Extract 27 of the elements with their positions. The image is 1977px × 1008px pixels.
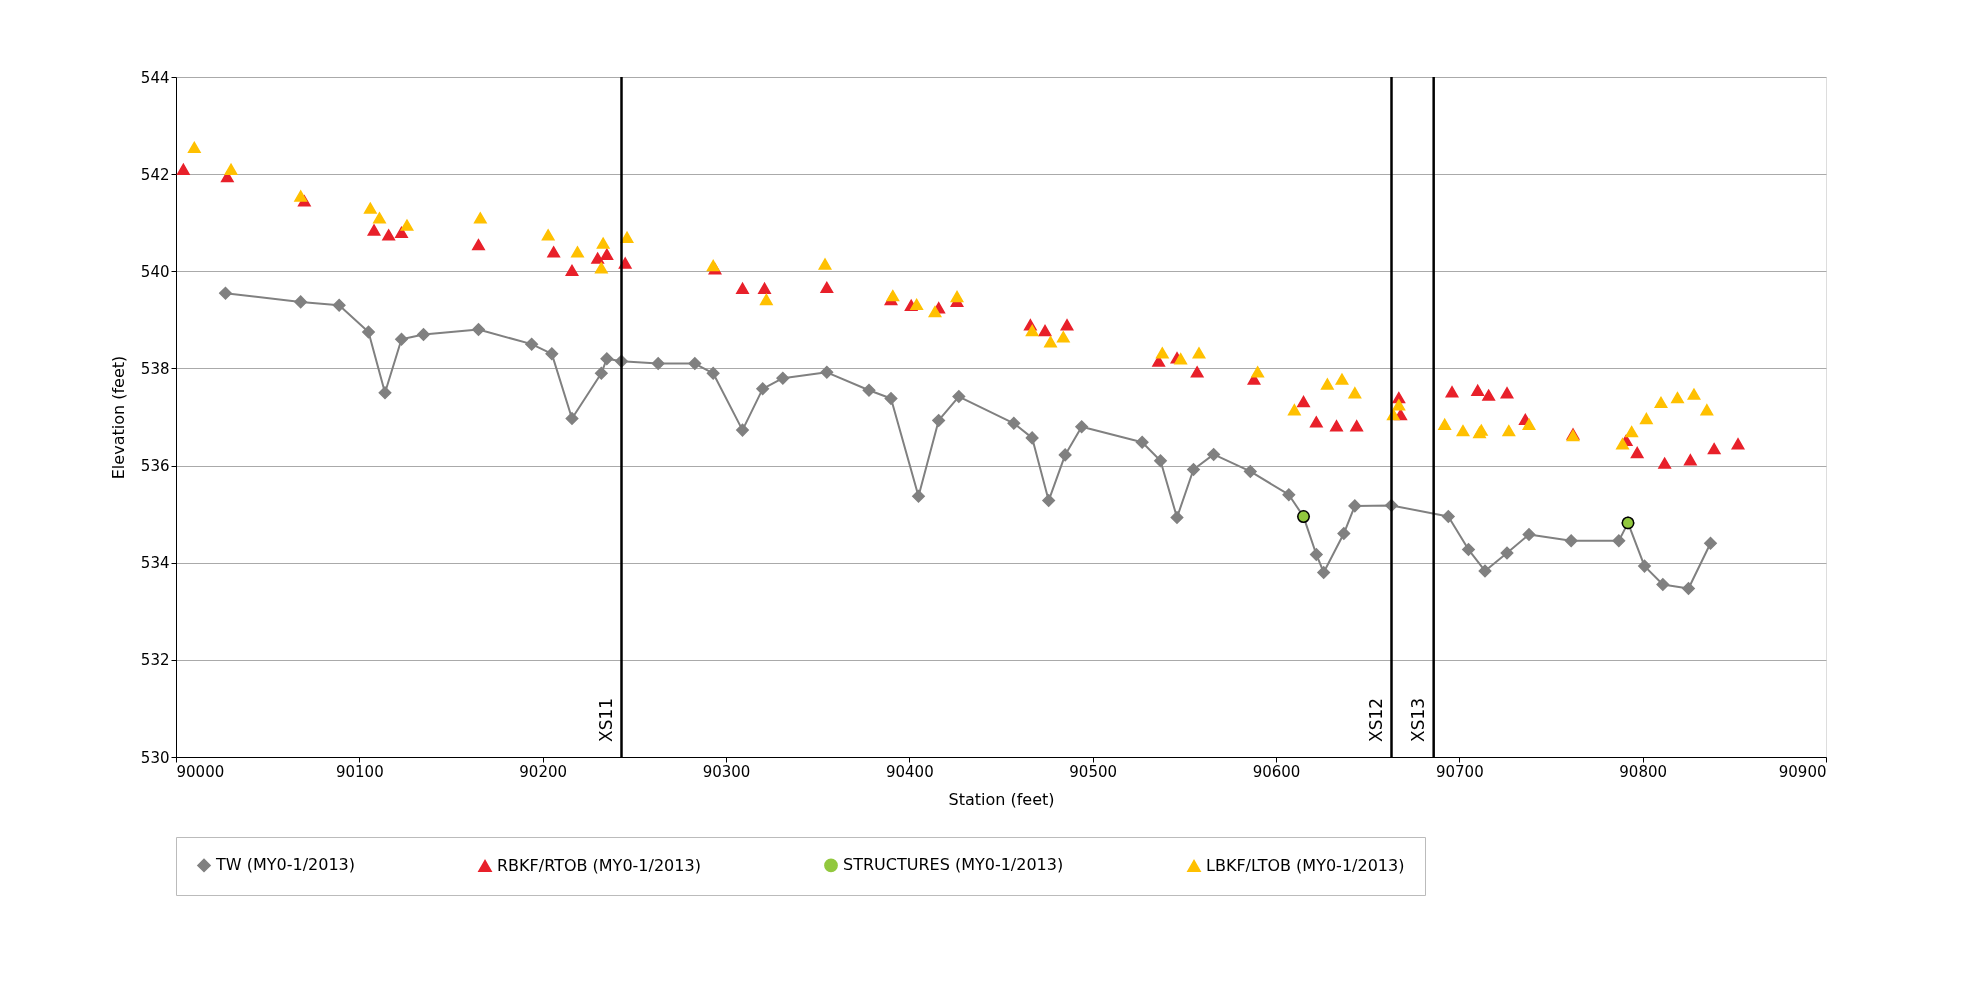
x-tick-label: 90300 bbox=[702, 762, 751, 781]
x-tick-label: 90900 bbox=[1778, 762, 1827, 781]
x-axis-title: Station (feet) bbox=[948, 789, 1055, 809]
ref-line-label: XS13 bbox=[1407, 697, 1428, 742]
x-tick-label: 90400 bbox=[885, 762, 934, 781]
y-tick-label: 536 bbox=[140, 457, 170, 476]
legend-label: LBKF/LTOB (MY0-1/2013) bbox=[1206, 855, 1405, 875]
x-tick-label: 90200 bbox=[519, 762, 568, 781]
x-tick-label: 90100 bbox=[335, 762, 384, 781]
ref-line-label: XS11 bbox=[595, 697, 616, 742]
y-tick-label: 534 bbox=[140, 554, 170, 573]
y-tick-label: 530 bbox=[140, 748, 170, 767]
x-tick-label: 90600 bbox=[1252, 762, 1301, 781]
x-tick-label: 90700 bbox=[1435, 762, 1484, 781]
y-tick-label: 542 bbox=[140, 165, 170, 184]
ref-line-label: XS12 bbox=[1365, 697, 1386, 742]
x-tick-label: 90500 bbox=[1069, 762, 1118, 781]
y-tick-label: 532 bbox=[140, 651, 170, 670]
x-tick-label: 90800 bbox=[1619, 762, 1668, 781]
legend-label: TW (MY0-1/2013) bbox=[215, 855, 355, 875]
x-tick-label: 90000 bbox=[176, 762, 225, 781]
legend-label: RBKF/RTOB (MY0-1/2013) bbox=[497, 855, 701, 875]
y-axis-title: Elevation (feet) bbox=[108, 355, 128, 480]
y-tick-label: 540 bbox=[140, 262, 170, 281]
y-tick-label: 544 bbox=[140, 68, 170, 87]
y-tick-label: 538 bbox=[140, 359, 170, 378]
legend-label: STRUCTURES (MY0-1/2013) bbox=[843, 855, 1064, 875]
